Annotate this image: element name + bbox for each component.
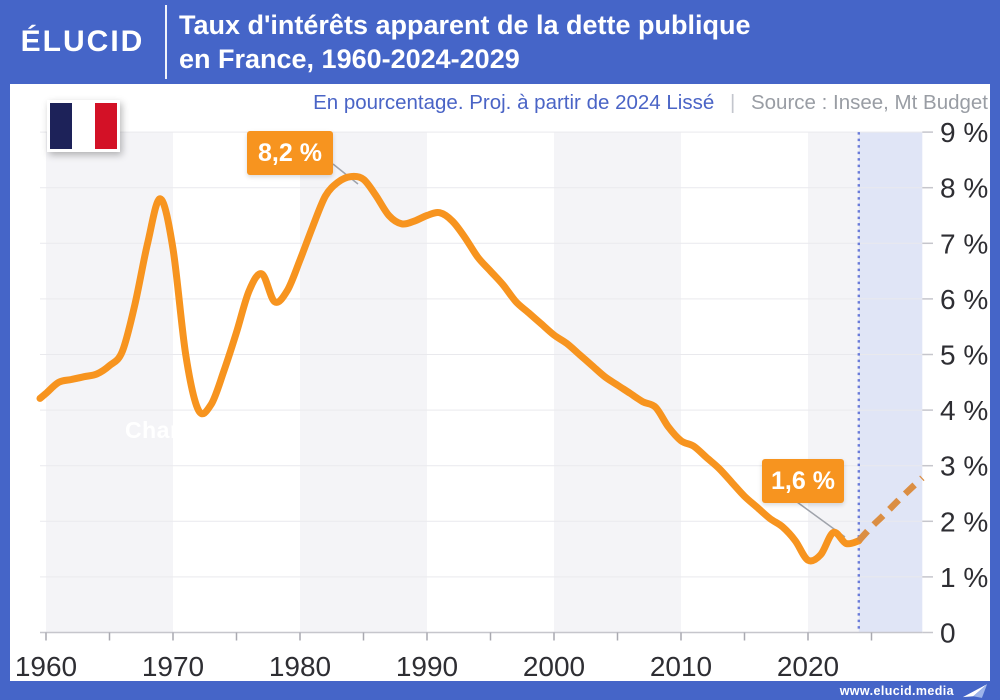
y-tick-label: 2 % <box>940 506 988 537</box>
x-tick-label: 2010 <box>650 651 712 682</box>
decade-band <box>46 132 173 633</box>
footer-bar: www.elucid.media <box>0 681 1000 700</box>
page-title: Taux d'intérêts apparent de la dette pub… <box>179 8 751 76</box>
title-line-1: Taux d'intérêts apparent de la dette pub… <box>179 10 751 40</box>
projection-line-dashed <box>856 475 925 543</box>
flag-stripe-red <box>94 103 117 149</box>
header-divider <box>165 5 167 79</box>
x-tick-label: 1960 <box>15 651 77 682</box>
x-tick-label: 2000 <box>523 651 585 682</box>
x-tick-label: 1970 <box>142 651 204 682</box>
y-tick-label: 7 % <box>940 228 988 259</box>
y-tick-label: 9 % <box>940 117 988 148</box>
frame-border-right <box>990 84 1000 681</box>
subtitle-bar: En pourcentage. Proj. à partir de 2024 L… <box>10 84 990 121</box>
y-tick-label: 8 % <box>940 173 988 204</box>
y-tick-label: 1 % <box>940 562 988 593</box>
y-tick-label: 6 % <box>940 284 988 315</box>
projection-band <box>858 132 923 633</box>
x-tick-label: 2020 <box>777 651 839 682</box>
frame-border-left <box>0 84 10 681</box>
header: ÉLUCID Taux d'intérêts apparent de la de… <box>0 0 1000 84</box>
decade-band <box>808 132 859 633</box>
annotation-low-label: 1,6 % <box>771 466 835 495</box>
y-tick-label: 5 % <box>940 340 988 371</box>
y-tick-label: 0 <box>940 618 956 649</box>
decade-band <box>300 132 427 633</box>
x-tick-label: 1990 <box>396 651 458 682</box>
subtitle-separator: | <box>729 91 736 114</box>
annotation-connector <box>796 501 846 538</box>
footer-site-url: www.elucid.media <box>839 683 954 698</box>
flag-stripe-blue <box>50 103 73 149</box>
chart-unit-note: En pourcentage. Proj. à partir de 2024 L… <box>313 91 715 114</box>
annotation-low-2023: 1,6 % <box>762 459 844 503</box>
source-note: Source : Insee, Mt Budget <box>750 91 988 114</box>
x-tick-label: 1980 <box>269 651 331 682</box>
y-tick-label: 3 % <box>940 451 988 482</box>
elucid-logo: ÉLUCID <box>20 25 145 58</box>
france-flag-icon <box>47 100 120 152</box>
watermark-text: Chart <box>125 417 188 443</box>
interest-rate-line <box>36 172 863 565</box>
flag-stripe-white <box>72 103 95 149</box>
annotation-peak-label: 8,2 % <box>258 138 322 167</box>
annotation-connector <box>332 163 359 185</box>
paper-plane-icon <box>962 683 988 698</box>
y-tick-label: 4 % <box>940 395 988 426</box>
decade-band <box>554 132 681 633</box>
title-line-2: en France, 1960-2024-2029 <box>179 44 520 74</box>
annotation-peak-1984: 8,2 % <box>247 131 333 175</box>
